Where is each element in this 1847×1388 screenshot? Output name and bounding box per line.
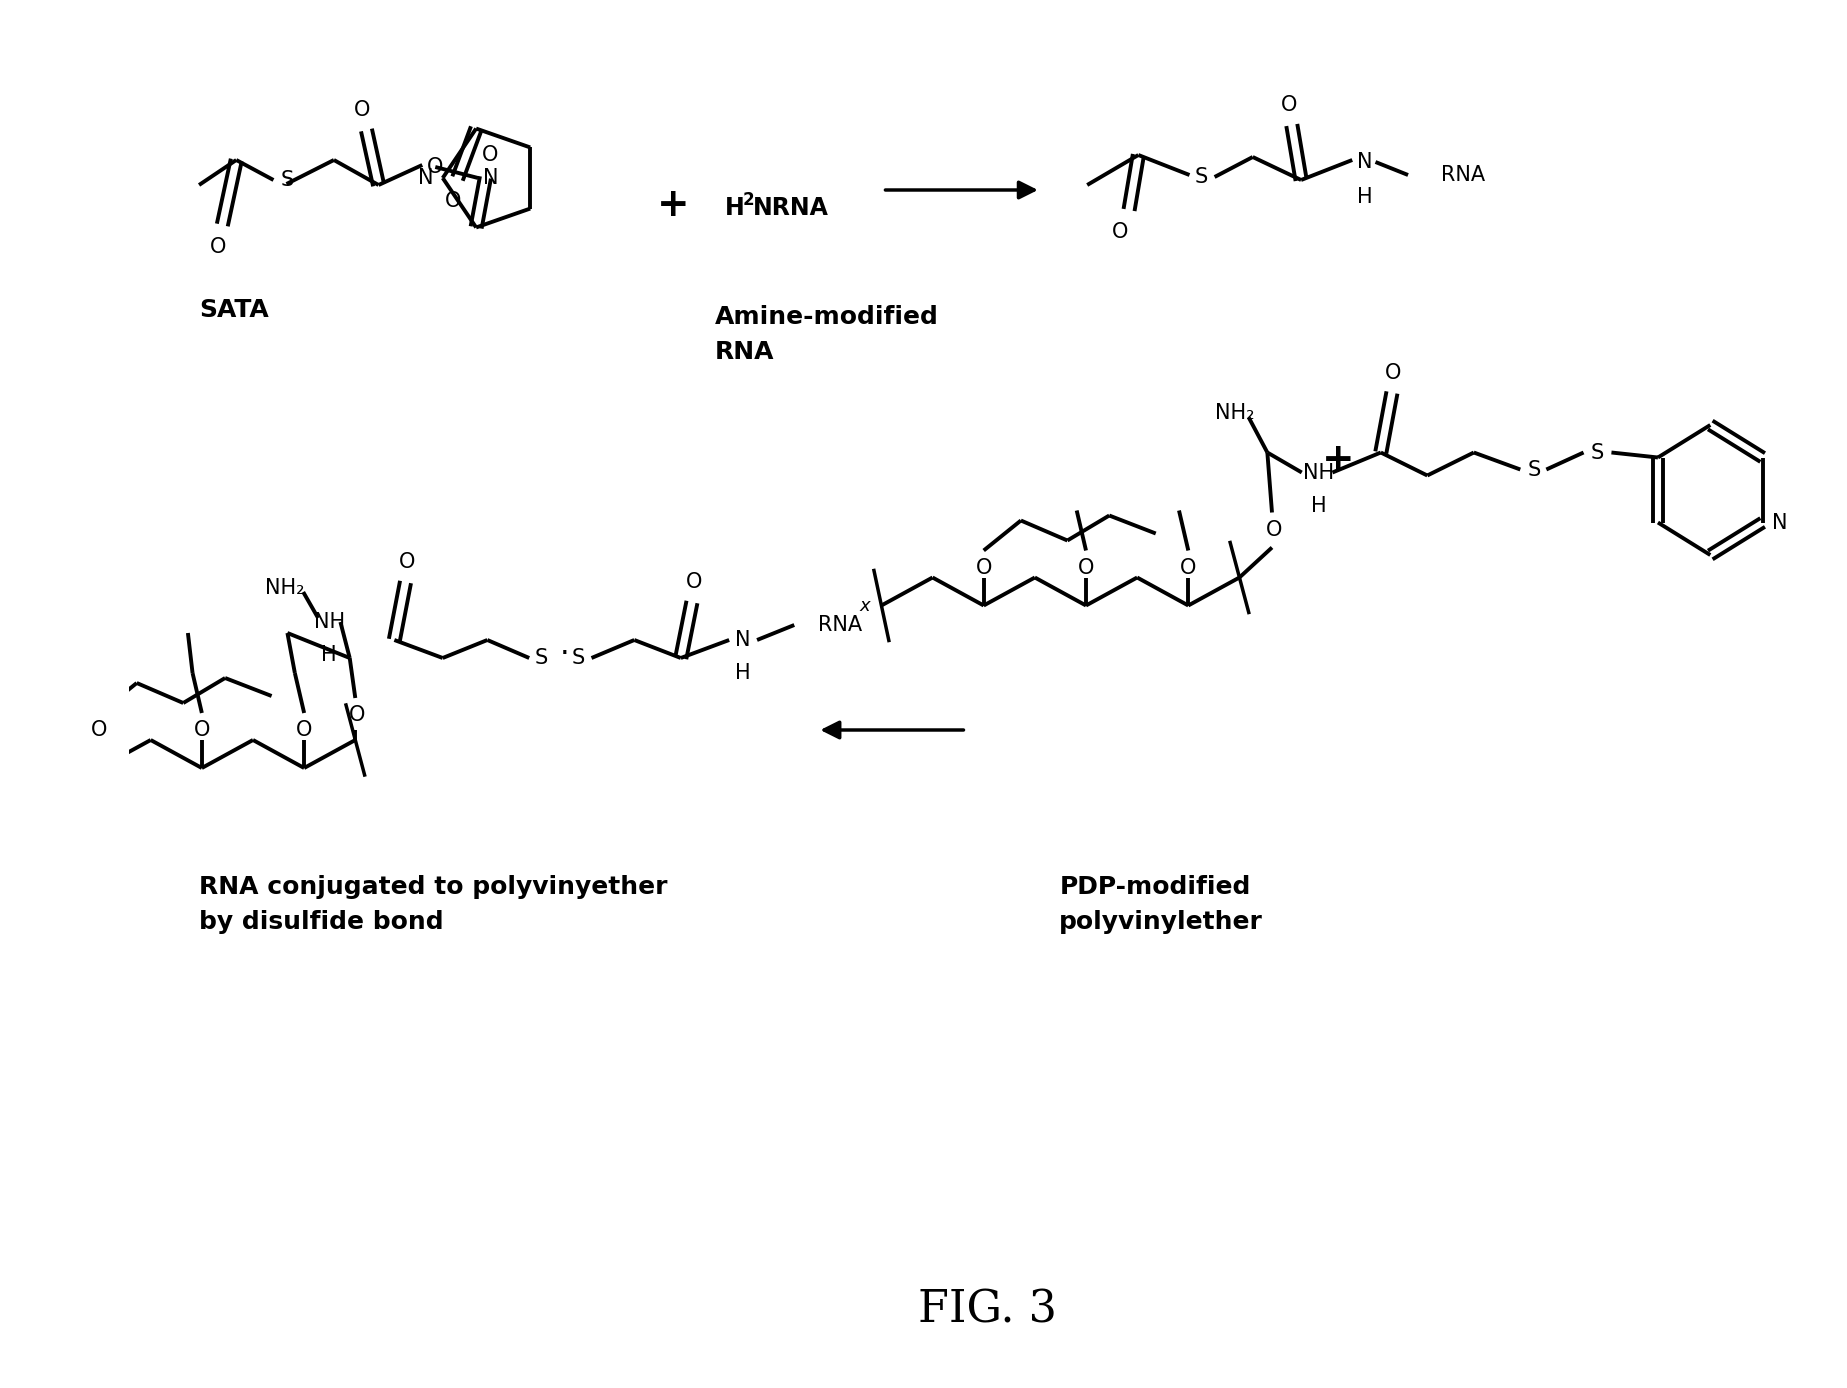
Text: O: O: [1079, 558, 1093, 577]
Text: NH₂: NH₂: [1215, 403, 1254, 422]
Text: O: O: [1385, 362, 1402, 383]
Text: RNA: RNA: [715, 340, 774, 364]
Text: N: N: [417, 168, 434, 187]
Text: O: O: [194, 720, 211, 740]
Text: N: N: [1771, 512, 1788, 533]
Text: O: O: [353, 100, 369, 119]
Text: NH: NH: [314, 612, 345, 632]
Text: S: S: [1527, 459, 1540, 479]
Text: RNA: RNA: [818, 615, 863, 634]
Text: O: O: [1265, 519, 1282, 540]
Text: +: +: [1322, 441, 1354, 479]
Text: S: S: [534, 648, 549, 668]
Text: O: O: [399, 552, 416, 572]
Text: RNA: RNA: [1441, 165, 1485, 185]
Text: ·: ·: [560, 640, 569, 669]
Text: PDP-modified: PDP-modified: [1060, 874, 1250, 899]
Text: O: O: [1112, 222, 1129, 242]
Text: O: O: [975, 558, 992, 577]
Text: FIG. 3: FIG. 3: [918, 1288, 1056, 1331]
Text: H: H: [321, 645, 336, 665]
Text: S: S: [281, 169, 294, 190]
Text: O: O: [209, 237, 225, 257]
Text: Amine-modified: Amine-modified: [715, 305, 938, 329]
Text: NH₂: NH₂: [264, 577, 305, 598]
Text: O: O: [349, 705, 366, 725]
Text: H: H: [735, 663, 752, 683]
Text: O: O: [482, 146, 499, 165]
Text: N: N: [1356, 153, 1372, 172]
Text: H: H: [1311, 496, 1326, 515]
Text: H: H: [724, 196, 744, 221]
Text: N: N: [484, 168, 499, 187]
Text: RNA conjugated to polyvinyether: RNA conjugated to polyvinyether: [199, 874, 667, 899]
Text: O: O: [91, 720, 107, 740]
Text: O: O: [1180, 558, 1197, 577]
Text: +: +: [658, 186, 689, 223]
Text: S: S: [573, 648, 585, 668]
Text: x: x: [859, 597, 870, 615]
Text: NRNA: NRNA: [752, 196, 827, 221]
Text: O: O: [685, 572, 702, 593]
Text: S: S: [1590, 443, 1603, 462]
Text: O: O: [296, 720, 312, 740]
Text: O: O: [1280, 94, 1297, 115]
Text: O: O: [445, 190, 462, 211]
Text: SATA: SATA: [199, 298, 270, 322]
Text: O: O: [427, 157, 443, 178]
Text: 2: 2: [742, 192, 755, 210]
Text: by disulfide bond: by disulfide bond: [199, 911, 443, 934]
Text: NH: NH: [1302, 462, 1334, 483]
Text: N: N: [735, 630, 752, 650]
Text: S: S: [1195, 167, 1208, 187]
Text: polyvinylether: polyvinylether: [1060, 911, 1263, 934]
Text: H: H: [1356, 187, 1372, 207]
